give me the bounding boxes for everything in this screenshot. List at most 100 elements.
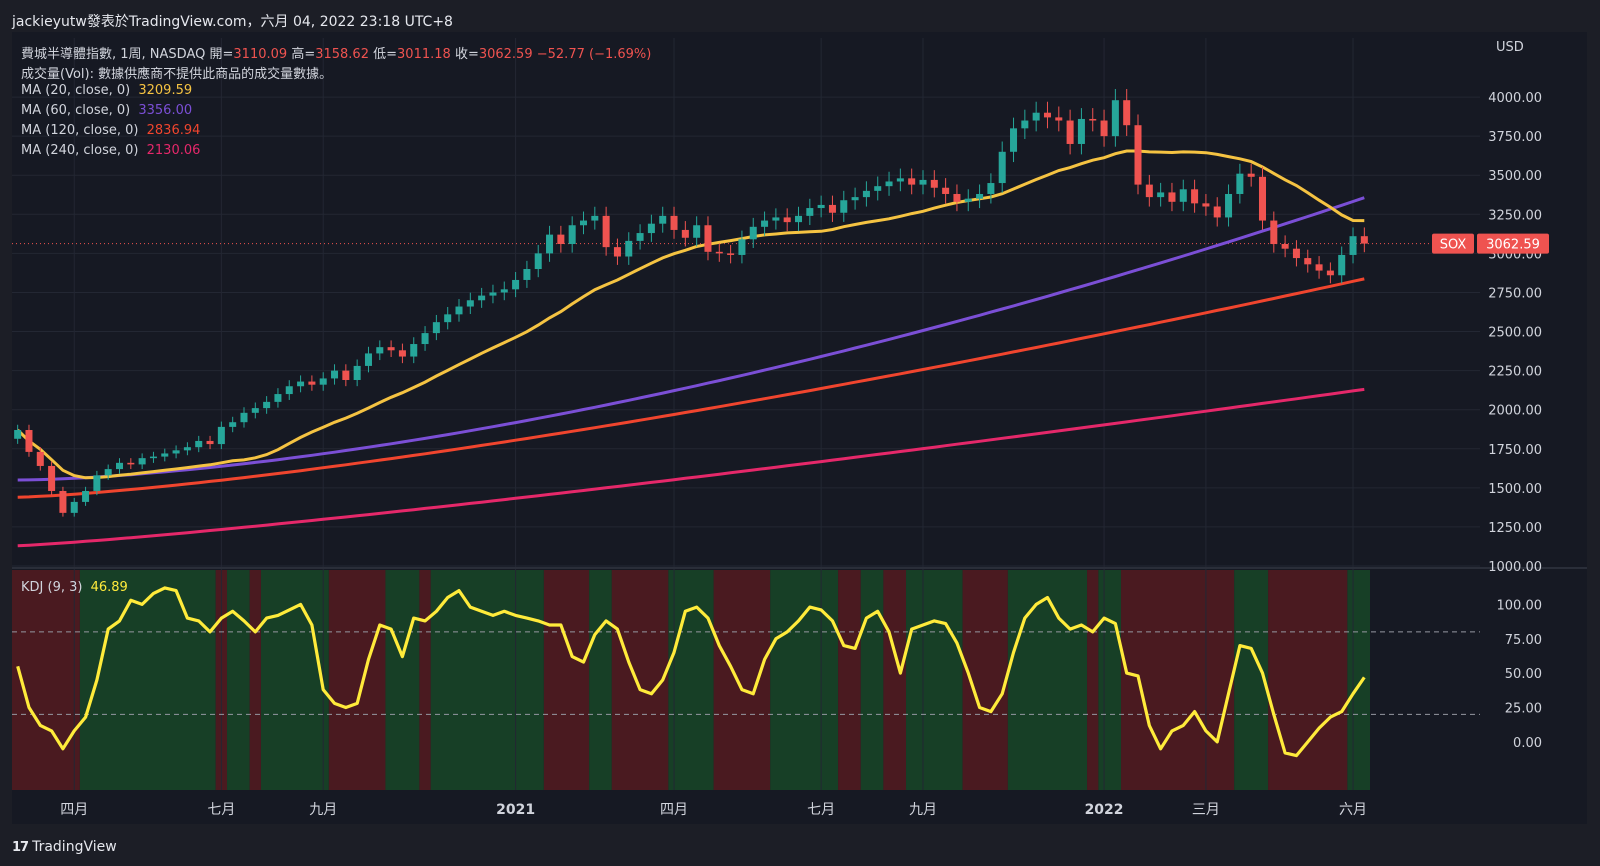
- time-tick-label: 九月: [309, 802, 337, 818]
- kdj-legend[interactable]: KDJ (9, 3) 46.89: [21, 580, 128, 595]
- price-tick-label: 2500.00: [1488, 326, 1542, 341]
- candle-body: [444, 314, 452, 323]
- candle-up: [353, 359, 361, 387]
- candle-body: [1191, 189, 1199, 204]
- time-tick-label: 四月: [660, 802, 688, 818]
- candle-up: [263, 396, 271, 414]
- kdj-zone-green: [589, 570, 612, 790]
- candle-body: [670, 215, 678, 230]
- candle-body: [761, 220, 769, 227]
- ma120-legend[interactable]: MA (120, close, 0) 2836.94: [21, 123, 200, 138]
- candle-down: [59, 486, 67, 517]
- candle-down: [1292, 240, 1300, 267]
- candle-body: [613, 247, 621, 257]
- candle-up: [738, 230, 746, 264]
- kdj-value: 46.89: [90, 580, 128, 595]
- kdj-zone-green: [385, 570, 420, 790]
- candle-up: [795, 206, 803, 232]
- candle-up: [851, 187, 859, 210]
- candle-down: [1055, 106, 1063, 132]
- candle-body: [36, 451, 44, 466]
- candle-body: [636, 233, 644, 241]
- time-tick-label: 三月: [1192, 802, 1220, 818]
- candle-down: [942, 178, 950, 204]
- candle-down: [398, 343, 406, 364]
- candle-up: [817, 195, 825, 218]
- candle-body: [1021, 120, 1029, 129]
- volume-line: 成交量(Vol): 數據供應商不提供此商品的成交量數據。: [21, 67, 333, 82]
- candle-up: [761, 211, 769, 236]
- candle-up: [976, 184, 984, 209]
- candle-down: [36, 447, 44, 471]
- ma240-legend[interactable]: MA (240, close, 0) 2130.06: [21, 143, 200, 158]
- candle-body: [659, 215, 667, 224]
- open-value: 3110.09: [233, 47, 288, 62]
- axes: 1000.00 1250.00 1500.00 1750.00 2000.00 2250.…: [60, 40, 1549, 818]
- candle-body: [851, 197, 859, 201]
- kdj-zones: [12, 570, 1370, 790]
- candle-up: [285, 380, 293, 400]
- candle-up: [319, 372, 327, 391]
- candle-body: [1043, 112, 1051, 118]
- candle-down: [1134, 114, 1142, 195]
- kdj-zone-red: [328, 570, 386, 790]
- kdj-zone-red: [838, 570, 861, 790]
- candle-body: [82, 490, 90, 502]
- ma60-legend[interactable]: MA (60, close, 0) 3356.00: [21, 103, 192, 118]
- candle-up: [1349, 227, 1357, 264]
- candle-down: [1043, 101, 1051, 129]
- kdj-zone-red: [12, 570, 80, 790]
- candle-body: [1213, 206, 1221, 218]
- ma20-legend[interactable]: MA (20, close, 0) 3209.59: [21, 83, 192, 98]
- candle-up: [240, 407, 248, 428]
- candle-body: [229, 422, 237, 427]
- kdj-zone-green: [1098, 570, 1122, 790]
- candle-down: [681, 221, 689, 247]
- price-tick-label: 1000.00: [1488, 560, 1542, 575]
- candle-body: [964, 198, 972, 202]
- candle-body: [512, 279, 520, 290]
- candle-down: [1202, 194, 1210, 216]
- candle-up: [104, 464, 112, 480]
- candle-down: [602, 206, 610, 256]
- candle-body: [421, 333, 429, 345]
- candle-up: [489, 284, 497, 304]
- candle-down: [670, 206, 678, 239]
- symbol-line: 費城半導體指數, 1周, NASDAQ: [21, 47, 206, 62]
- candle-body: [1349, 236, 1357, 255]
- candle-body: [172, 450, 180, 454]
- candle-up: [376, 340, 384, 361]
- candle-body: [998, 151, 1006, 184]
- candle-body: [251, 408, 259, 413]
- time-tick-label: 四月: [60, 802, 88, 818]
- candle-body: [727, 253, 735, 255]
- candle-up: [1157, 182, 1165, 207]
- price-tick-label: 1750.00: [1488, 443, 1542, 458]
- candle-down: [1360, 227, 1368, 253]
- price-tick-label: 3250.00: [1488, 208, 1542, 223]
- candle-up: [251, 402, 259, 419]
- candle-up: [806, 198, 814, 225]
- candle-body: [364, 353, 372, 366]
- price-tick-label: 3500.00: [1488, 169, 1542, 184]
- candle-body: [1304, 258, 1312, 265]
- candle-body: [840, 200, 848, 213]
- candle-body: [749, 226, 757, 240]
- candle-down: [1145, 174, 1153, 207]
- candle-body: [1225, 193, 1233, 218]
- candle-up: [70, 497, 78, 517]
- moving-averages: [16, 149, 1365, 548]
- candle-body: [161, 453, 169, 457]
- publisher-line: jackieyutw發表於TradingView.com，六月 04, 2022…: [12, 14, 453, 30]
- candle-down: [1100, 109, 1108, 147]
- kdj-zone-red: [249, 570, 261, 790]
- candle-body: [14, 430, 22, 439]
- kdj-label: KDJ (9, 3): [21, 580, 83, 595]
- price-tick-label: 3750.00: [1488, 130, 1542, 145]
- last-price-label: 3062.59: [1486, 238, 1540, 253]
- candle-up: [217, 421, 225, 450]
- candle-body: [987, 183, 995, 194]
- kdj-zone-green: [906, 570, 963, 790]
- candle-up: [421, 326, 429, 351]
